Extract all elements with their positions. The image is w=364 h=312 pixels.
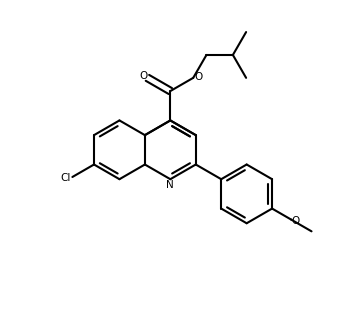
Text: O: O bbox=[292, 216, 300, 226]
Text: O: O bbox=[194, 72, 202, 82]
Text: O: O bbox=[139, 71, 147, 81]
Text: N: N bbox=[166, 180, 174, 190]
Text: Cl: Cl bbox=[60, 173, 71, 183]
